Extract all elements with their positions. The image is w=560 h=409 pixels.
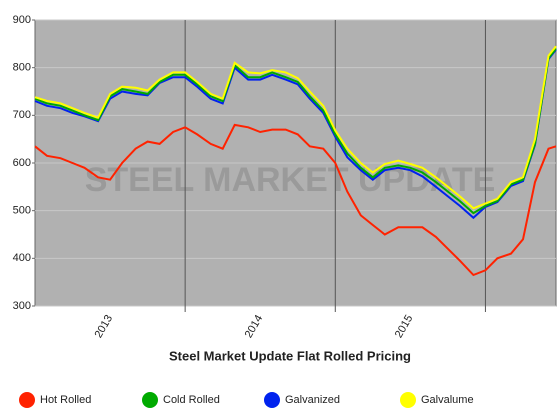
legend-label: Galvanized: [285, 394, 340, 406]
legend-swatch: [400, 392, 416, 408]
y-tick-label: 700: [13, 109, 31, 121]
chart-title: Steel Market Update Flat Rolled Pricing: [169, 348, 411, 363]
y-tick-label: 300: [13, 300, 31, 312]
y-tick-label: 900: [13, 14, 31, 26]
x-tick-label: 2015: [393, 313, 416, 340]
legend-label: Cold Rolled: [163, 394, 220, 406]
legend-swatch: [142, 392, 158, 408]
legend-label: Hot Rolled: [40, 394, 91, 406]
legend-swatch: [264, 392, 280, 408]
y-tick-label: 800: [13, 62, 31, 74]
y-tick-label: 400: [13, 252, 31, 264]
y-tick-label: 600: [13, 157, 31, 169]
series-line: [34, 123, 557, 277]
y-tick-label: 500: [13, 205, 31, 217]
legend-label: Galvalume: [421, 394, 474, 406]
x-tick-label: 2013: [93, 313, 116, 340]
x-tick-label: 2014: [243, 313, 266, 340]
legend-swatch: [19, 392, 35, 408]
series-line: [34, 47, 557, 215]
series-line: [34, 45, 557, 210]
series-line: [34, 48, 557, 220]
